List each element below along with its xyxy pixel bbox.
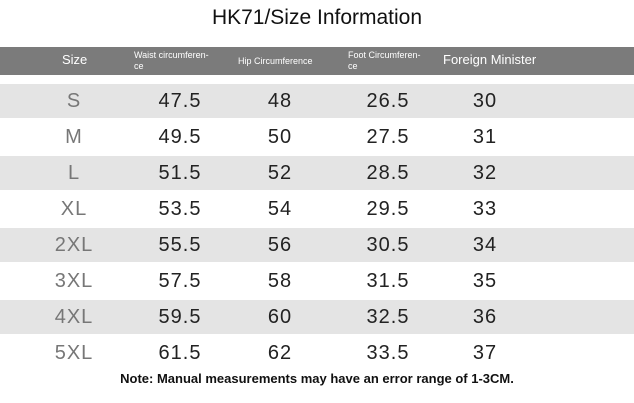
table-cell: 51.5 (158, 162, 202, 184)
table-cell: 55.5 (158, 234, 202, 256)
header-cell: Hip Circumference (238, 56, 313, 66)
table-cell: 62 (267, 342, 293, 364)
table-cell: 52 (267, 162, 293, 184)
table-row: 5XL 61.5 62 33.5 37 (0, 336, 634, 370)
table-cell: 59.5 (158, 306, 202, 328)
table-cell: XL (60, 198, 88, 220)
table-cell: 29.5 (366, 198, 410, 220)
table-cell: 53.5 (158, 198, 202, 220)
table-row: 3XL 57.5 58 31.5 35 (0, 264, 634, 298)
table-cell: 48 (267, 90, 293, 112)
table-cell: 50 (267, 126, 293, 148)
table-cell: 56 (267, 234, 293, 256)
header-cell: Size (62, 52, 88, 67)
table-cell: 33 (472, 198, 498, 220)
table-cell: 32 (472, 162, 498, 184)
table-row: L 51.5 52 28.5 32 (0, 156, 634, 190)
table-row: S 47.5 48 26.5 30 (0, 84, 634, 118)
table-header: Size Waist circumferen-ce Hip Circumferenc… (0, 47, 634, 75)
table-cell: 60 (267, 306, 293, 328)
table-cell: 34 (472, 234, 498, 256)
table-cell: 31 (472, 126, 498, 148)
table-cell: 61.5 (158, 342, 202, 364)
table-cell: 30.5 (366, 234, 410, 256)
table-cell: 33.5 (366, 342, 410, 364)
table-cell: 47.5 (158, 90, 202, 112)
table-cell: 30 (472, 90, 498, 112)
header-cell: Foot Circumferen-ce (348, 50, 421, 71)
table-cell: 3XL (54, 270, 94, 292)
table-row: 2XL 55.5 56 30.5 34 (0, 228, 634, 262)
table-cell: 28.5 (366, 162, 410, 184)
table-cell: S (66, 90, 82, 112)
table-row: XL 53.5 54 29.5 33 (0, 192, 634, 226)
table-cell: 26.5 (366, 90, 410, 112)
table-cell: 4XL (54, 306, 94, 328)
table-cell: 36 (472, 306, 498, 328)
table-cell: L (67, 162, 81, 184)
table-cell: 31.5 (366, 270, 410, 292)
header-cell: Waist circumferen-ce (134, 50, 209, 71)
table-cell: 32.5 (366, 306, 410, 328)
table-cell: 54 (267, 198, 293, 220)
table-cell: 57.5 (158, 270, 202, 292)
table-cell: 2XL (54, 234, 94, 256)
header-cell: Foreign Minister (443, 52, 537, 67)
table-cell: 49.5 (158, 126, 202, 148)
note: Note: Manual measurements may have an er… (120, 371, 514, 386)
table-cell: 37 (472, 342, 498, 364)
table-cell: 35 (472, 270, 498, 292)
table-cell: M (65, 126, 83, 148)
title: HK71/Size Information (211, 6, 423, 29)
table-cell: 58 (267, 270, 293, 292)
table-row: 4XL 59.5 60 32.5 36 (0, 300, 634, 334)
table-cell: 27.5 (366, 126, 410, 148)
table-row: M 49.5 50 27.5 31 (0, 120, 634, 154)
table-cell: 5XL (54, 342, 94, 364)
